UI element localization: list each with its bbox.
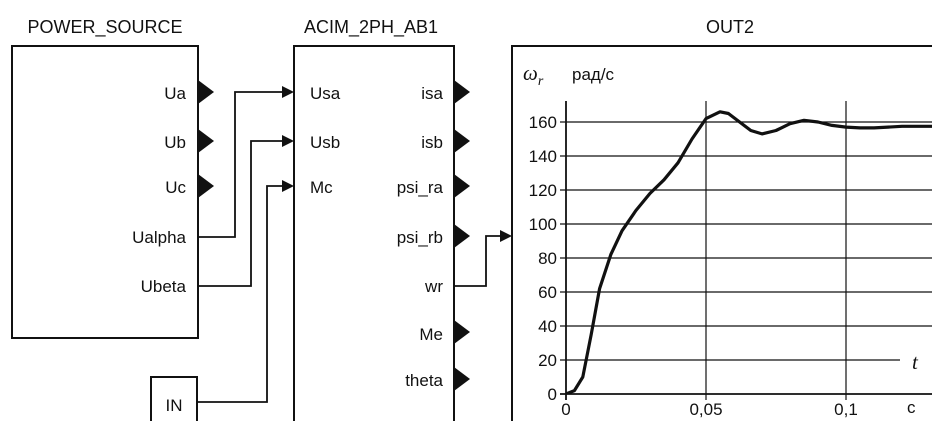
acim-title: ACIM_2PH_AB1	[304, 17, 438, 38]
port-label-ubeta: Ubeta	[141, 277, 187, 296]
power-source-block[interactable]: POWER_SOURCE Ua Ub Uc Ualpha Ubeta	[11, 17, 214, 339]
power-source-title: POWER_SOURCE	[27, 17, 182, 38]
connection-wires	[197, 91, 500, 403]
output-label-psi-rb: psi_rb	[397, 228, 443, 247]
port-label-ua: Ua	[164, 84, 186, 103]
y-tick-label: 160	[529, 113, 557, 132]
input-label-mc: Mc	[310, 178, 333, 197]
port-label-uc: Uc	[165, 178, 186, 197]
output-label-theta: theta	[405, 371, 443, 390]
x-axis-unit: с	[907, 398, 916, 417]
output-label-psi-ra: psi_ra	[397, 178, 444, 197]
acim-block[interactable]: ACIM_2PH_AB1 Usa Usb Mc isa isb psi_ra p…	[293, 17, 470, 421]
wire-in-mc[interactable]	[197, 185, 282, 403]
x-axis-label: t	[912, 350, 919, 374]
out2-block[interactable]: OUT2	[511, 17, 932, 421]
y-tick-label: 80	[538, 249, 557, 268]
output-label-wr: wr	[424, 277, 443, 296]
out2-title: OUT2	[706, 17, 754, 37]
output-port-psi-ra-icon[interactable]	[454, 174, 470, 198]
output-label-isa: isa	[421, 84, 443, 103]
wire-ubeta-usb[interactable]	[198, 140, 282, 287]
y-tick-label: 100	[529, 215, 557, 234]
output-port-isa-icon[interactable]	[454, 80, 470, 104]
y-axis-symbol: ω	[523, 61, 538, 85]
arrow-mc-icon	[282, 180, 294, 192]
y-axis-subscript: r	[538, 74, 544, 89]
output-label-isb: isb	[421, 133, 443, 152]
y-tick-label: 120	[529, 181, 557, 200]
output-port-ub-icon[interactable]	[198, 129, 214, 153]
output-label-me: Me	[419, 325, 443, 344]
x-tick-label: 0	[561, 400, 570, 419]
output-port-isb-icon[interactable]	[454, 129, 470, 153]
y-axis-unit: рад/с	[572, 65, 615, 84]
x-tick-label: 0,05	[689, 400, 722, 419]
y-tick-label: 20	[538, 351, 557, 370]
svg-text:ωr: ωr	[523, 61, 544, 89]
wire-ualpha-usa[interactable]	[198, 91, 282, 238]
output-port-uc-icon[interactable]	[198, 174, 214, 198]
output-port-theta-icon[interactable]	[454, 367, 470, 391]
input-label-usa: Usa	[310, 84, 341, 103]
output-port-ua-icon[interactable]	[198, 80, 214, 104]
chart-grid	[560, 101, 932, 400]
arrow-usb-icon	[282, 135, 294, 147]
y-tick-label: 40	[538, 317, 557, 336]
x-tick-label: 0,1	[834, 400, 858, 419]
x-label-backdrop	[900, 347, 932, 377]
input-label-usb: Usb	[310, 133, 340, 152]
series-line-wr	[566, 110, 932, 394]
arrow-out2-input-icon	[500, 230, 512, 242]
port-label-ualpha: Ualpha	[132, 228, 186, 247]
y-tick-label: 60	[538, 283, 557, 302]
in-block[interactable]: IN	[150, 376, 198, 421]
y-tick-label: 140	[529, 147, 557, 166]
output-port-psi-rb-icon[interactable]	[454, 224, 470, 248]
wire-arrowheads	[282, 86, 512, 242]
arrow-usa-icon	[282, 86, 294, 98]
y-axis-label: ωr	[523, 61, 544, 89]
in-block-label: IN	[166, 396, 183, 415]
output-port-me-icon[interactable]	[454, 320, 470, 344]
wire-wr-out2[interactable]	[454, 235, 500, 287]
port-label-ub: Ub	[164, 133, 186, 152]
y-tick-label: 0	[548, 385, 557, 404]
